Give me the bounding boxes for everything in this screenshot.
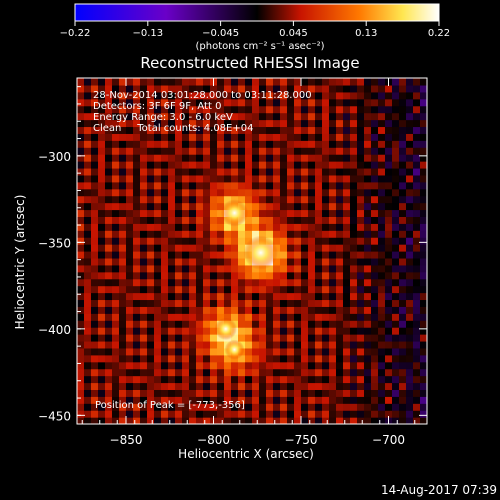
x-tick-label: −750 xyxy=(285,433,318,447)
colorbar-tick-label: 0.22 xyxy=(428,28,450,39)
x-tick-label: −850 xyxy=(110,433,143,447)
colorbar-ticks: −0.22 −0.13 −0.045 0.045 0.13 0.22 xyxy=(60,21,450,39)
x-axis-ticks: −850 −800 −750 −700 xyxy=(81,78,416,447)
footer-date: 14-Aug-2017 07:39 xyxy=(381,483,497,497)
colorbar-tick-label: −0.13 xyxy=(132,28,163,39)
annotation-time-range: 28-Nov-2014 03:01:28.000 to 03:11:28.000 xyxy=(93,90,312,101)
hxr-source xyxy=(224,339,245,360)
x-tick-label: −700 xyxy=(372,433,405,447)
y-axis-label: Heliocentric Y (arcsec) xyxy=(13,195,27,330)
colorbar-tick-label: 0.045 xyxy=(279,28,308,39)
y-tick-label: −450 xyxy=(38,409,71,423)
y-axis-ticks: −300 −350 −400 −450 xyxy=(38,86,427,423)
colorbar-tick-label: 0.13 xyxy=(355,28,377,39)
colorbar-tick-label: −0.045 xyxy=(202,28,239,39)
hxr-source xyxy=(243,235,278,270)
colorbar-unit: (photons cm⁻² s⁻¹ asec⁻²) xyxy=(195,41,324,52)
annotation-energy-range: Energy Range: 3.0 - 6.0 keV xyxy=(93,112,233,123)
annotation-detectors: Detectors: 3F 6F 9F, Att 0 xyxy=(93,101,221,112)
colorbar-tick-label: −0.22 xyxy=(60,28,91,39)
hxr-source xyxy=(220,199,249,227)
hxr-source xyxy=(214,317,237,341)
colorbar xyxy=(74,3,440,22)
x-tick-label: −800 xyxy=(197,433,230,447)
plot-frame xyxy=(76,77,428,425)
chart-title: Reconstructed RHESSI Image xyxy=(140,54,359,72)
y-tick-label: −300 xyxy=(38,150,71,164)
peak-position-label: Position of Peak = [-773,-356] xyxy=(95,400,245,411)
annotation-total-counts: Clean Total counts: 4.08E+04 xyxy=(93,123,253,134)
y-tick-label: −350 xyxy=(38,236,71,250)
y-tick-label: −400 xyxy=(38,323,71,337)
x-axis-label: Heliocentric X (arcsec) xyxy=(178,447,314,461)
heatmap-image xyxy=(77,78,427,424)
